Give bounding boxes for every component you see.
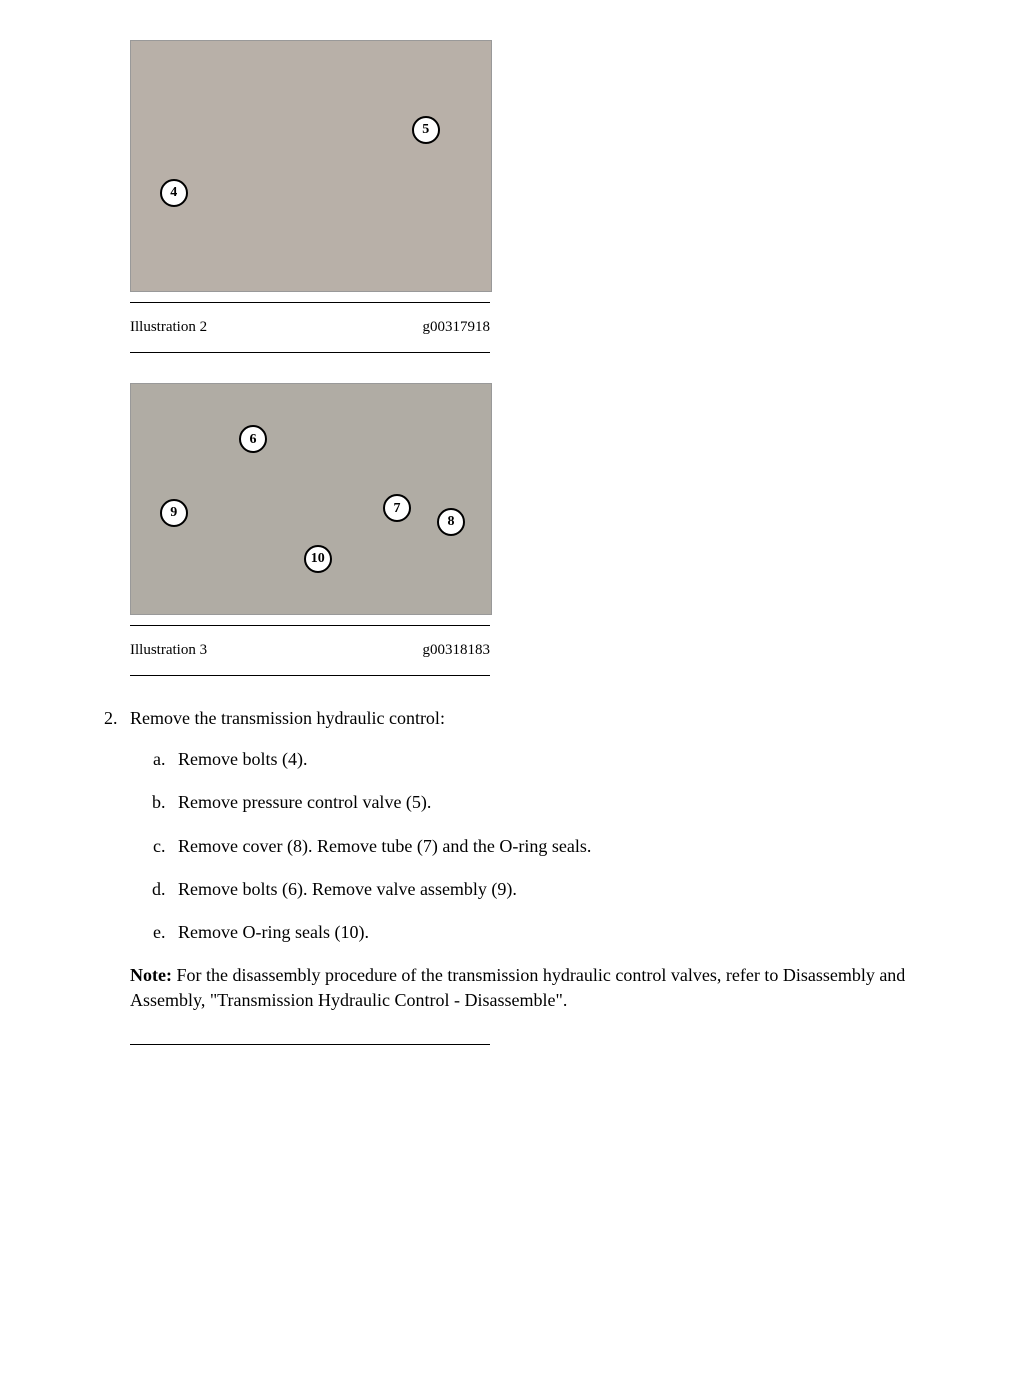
callout-10: 10 xyxy=(304,545,332,573)
substep-e: Remove O-ring seals (10). xyxy=(170,920,924,945)
callout-7: 7 xyxy=(383,494,411,522)
procedure-list: Remove the transmission hydraulic contro… xyxy=(100,706,924,945)
illustration-3-image: 6 78 9 10 xyxy=(130,383,492,615)
callout-5: 5 xyxy=(412,116,440,144)
illustration-2-caption: Illustration 2 g00317918 xyxy=(130,302,490,353)
illustration-2-label: Illustration 2 xyxy=(130,317,207,338)
illustration-3-label: Illustration 3 xyxy=(130,640,207,661)
callout-9: 9 xyxy=(160,499,188,527)
illustration-2-image: 45 xyxy=(130,40,492,292)
step-2-intro: Remove the transmission hydraulic contro… xyxy=(130,708,445,728)
note: Note: For the disassembly procedure of t… xyxy=(130,963,924,1013)
substep-b: Remove pressure control valve (5). xyxy=(170,790,924,815)
substep-a: Remove bolts (4). xyxy=(170,747,924,772)
step-2: Remove the transmission hydraulic contro… xyxy=(122,706,924,945)
substep-d: Remove bolts (6). Remove valve assembly … xyxy=(170,877,924,902)
callout-4: 4 xyxy=(160,179,188,207)
note-text: For the disassembly procedure of the tra… xyxy=(130,965,905,1010)
illustration-3: 6 78 9 10 xyxy=(130,383,924,615)
callout-8: 8 xyxy=(437,508,465,536)
illustration-3-code: g00318183 xyxy=(423,640,491,661)
note-label: Note: xyxy=(130,965,172,985)
step-2-substeps: Remove bolts (4). Remove pressure control… xyxy=(130,747,924,945)
substep-c: Remove cover (8). Remove tube (7) and th… xyxy=(170,834,924,859)
separator-rule xyxy=(130,1044,490,1045)
illustration-3-caption: Illustration 3 g00318183 xyxy=(130,625,490,676)
callout-6: 6 xyxy=(239,425,267,453)
illustration-2: 45 xyxy=(130,40,924,292)
illustration-2-code: g00317918 xyxy=(423,317,491,338)
